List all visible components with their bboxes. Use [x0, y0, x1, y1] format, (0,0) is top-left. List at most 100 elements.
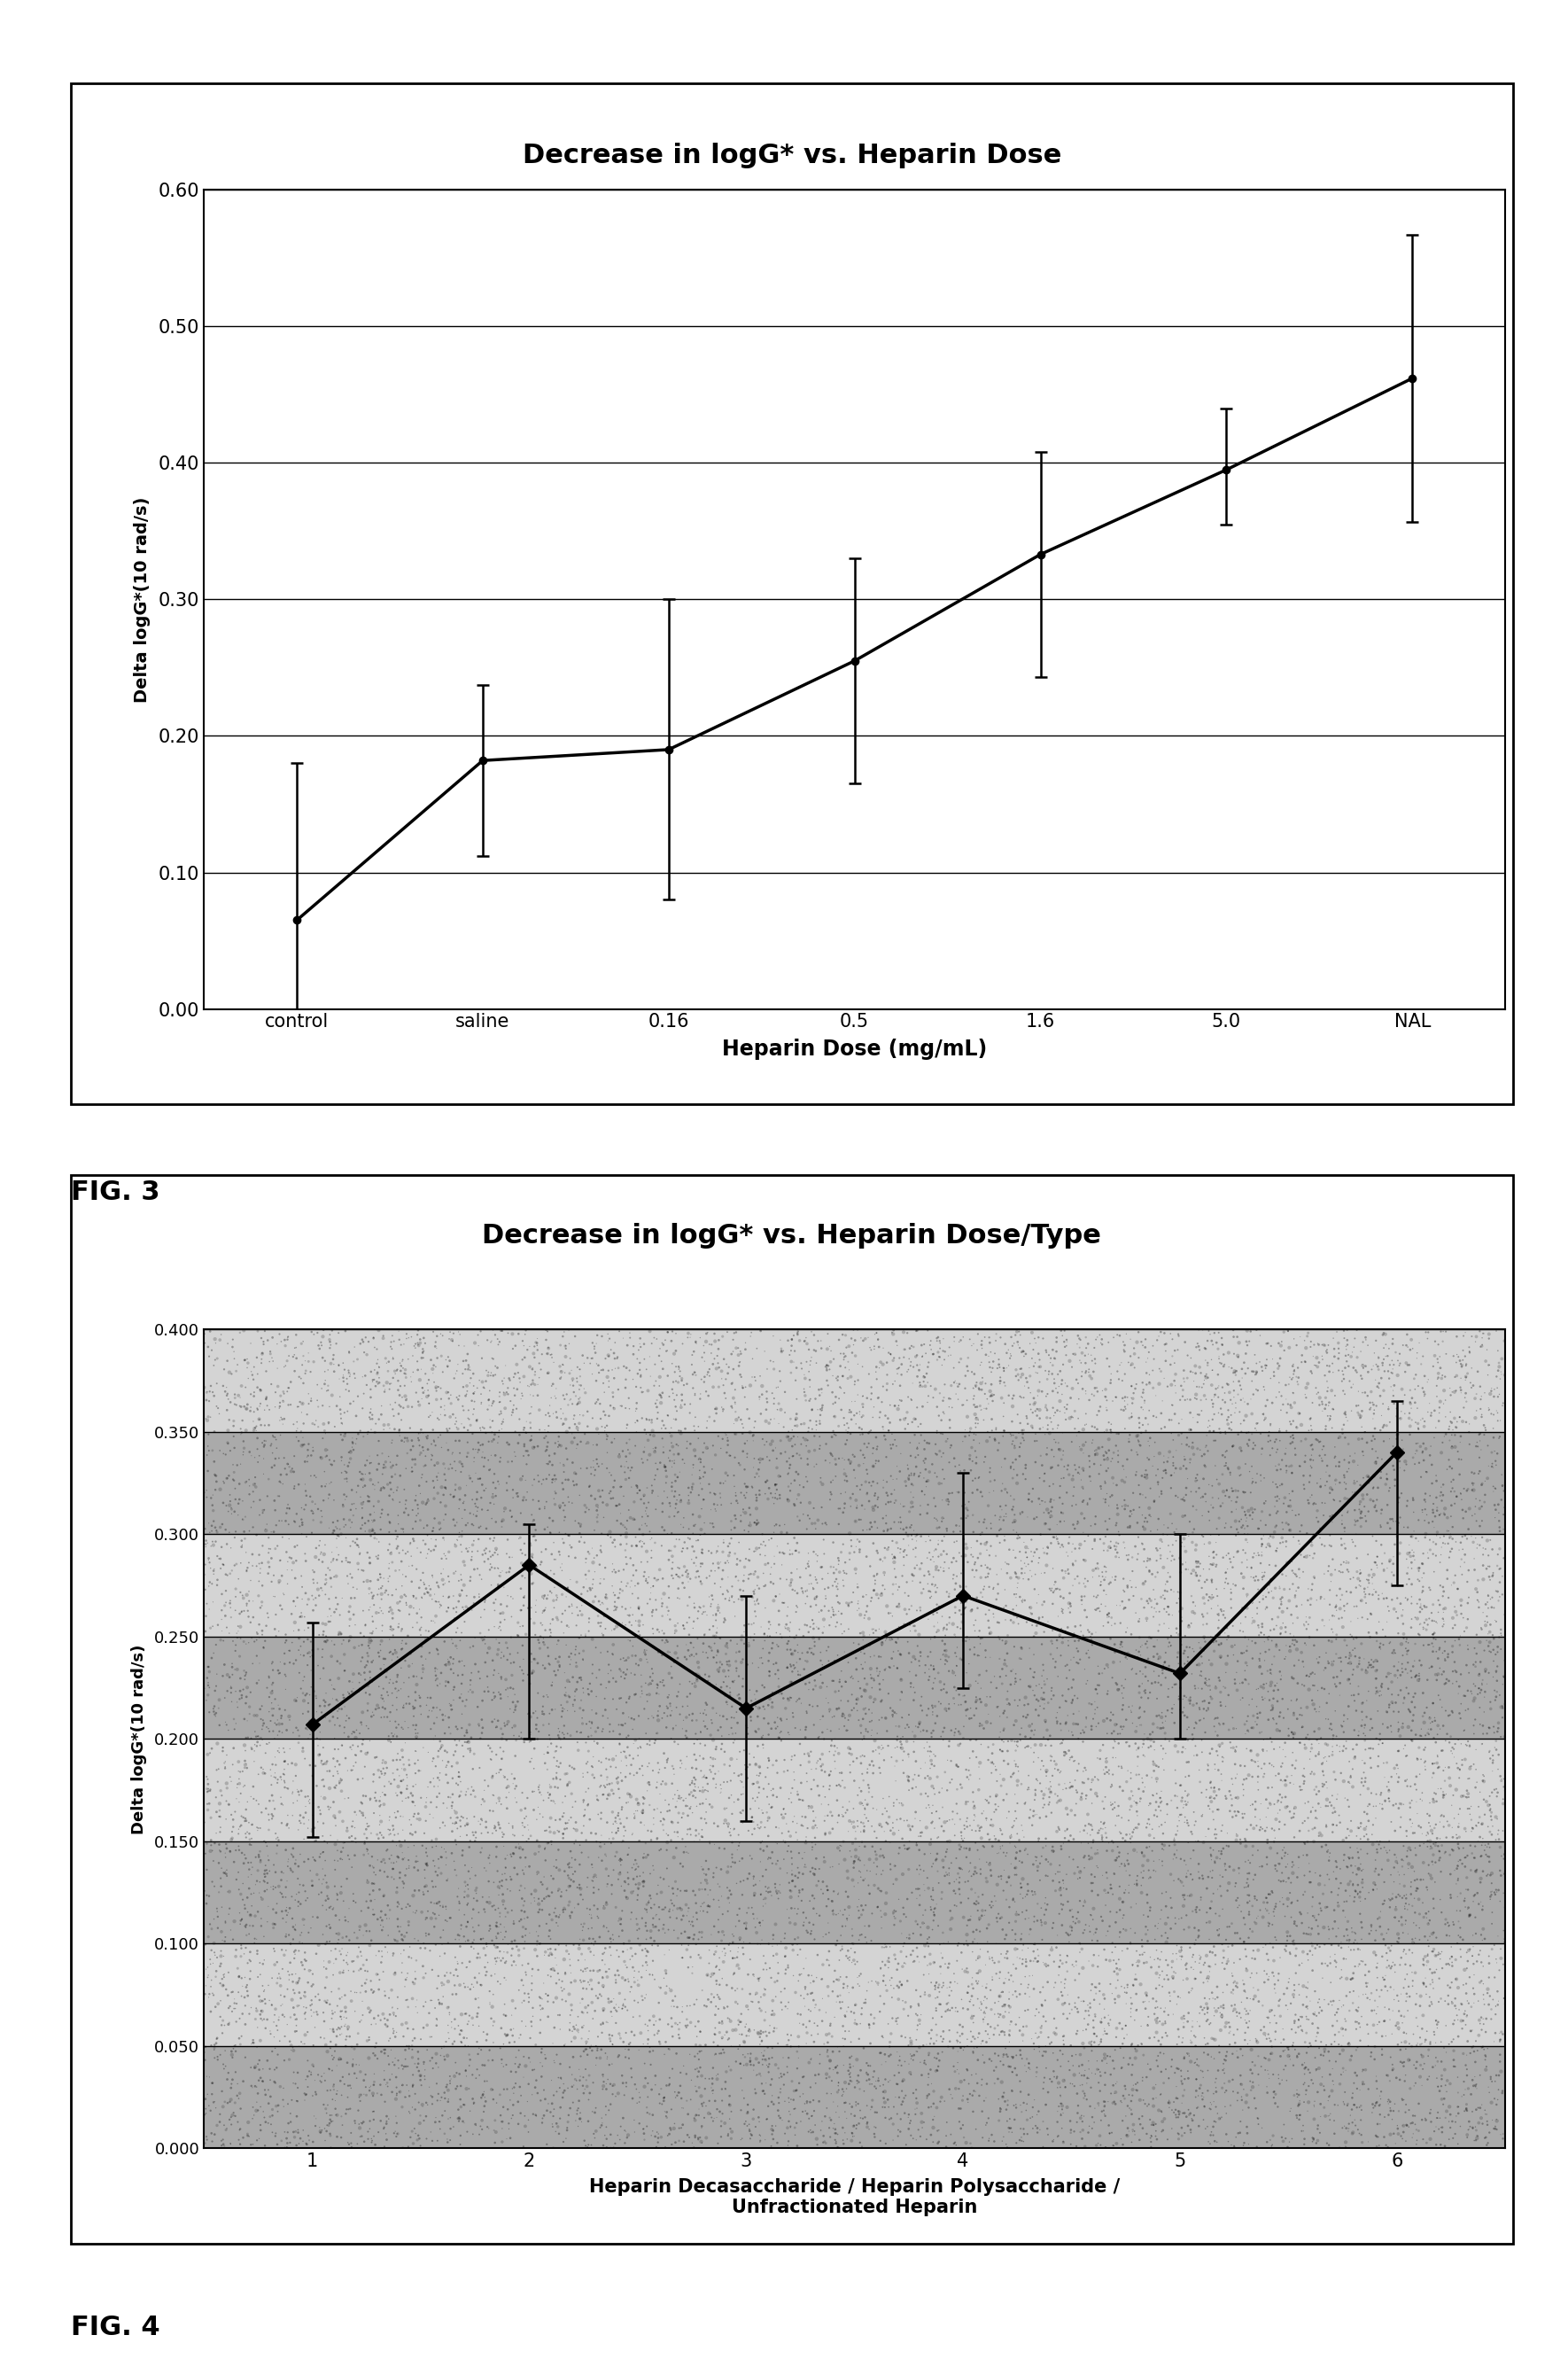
Point	[263, 2063, 289, 2101]
Point	[674, 1833, 699, 1871]
Point	[1294, 1728, 1319, 1766]
Point	[441, 1975, 466, 2013]
Point	[809, 1785, 834, 1823]
Point	[538, 1605, 563, 1643]
Point	[900, 1913, 925, 1951]
Point	[1099, 1823, 1124, 1861]
Point	[227, 1894, 252, 1932]
Point	[627, 1856, 652, 1894]
Point	[1195, 1963, 1220, 2001]
Point	[583, 1814, 608, 1852]
Point	[952, 2118, 977, 2156]
Point	[1171, 1633, 1196, 1671]
Point	[602, 1325, 627, 1363]
Point	[1439, 1693, 1465, 1731]
Point	[575, 1754, 601, 1792]
Point	[525, 1320, 550, 1358]
Point	[1156, 1961, 1181, 1999]
Point	[1091, 1871, 1116, 1909]
Point	[715, 1987, 740, 2025]
Point	[1276, 2027, 1301, 2065]
Point	[1189, 1878, 1214, 1916]
Point	[419, 1569, 444, 1607]
Point	[905, 1389, 930, 1427]
Point	[364, 1937, 389, 1975]
Point	[886, 1880, 911, 1918]
Point	[895, 2027, 920, 2065]
Point	[580, 1645, 605, 1683]
Point	[564, 1648, 590, 1686]
Point	[1123, 1956, 1148, 1994]
Point	[1465, 1529, 1490, 1567]
Point	[928, 2082, 953, 2120]
Point	[649, 2084, 674, 2122]
Point	[1049, 2091, 1074, 2129]
Point	[1033, 2087, 1058, 2125]
Point	[629, 1441, 654, 1479]
Point	[1167, 1538, 1192, 1576]
Point	[731, 1370, 756, 1408]
Point	[337, 1593, 362, 1631]
Point	[1032, 1583, 1057, 1621]
Point	[282, 1337, 307, 1375]
Point	[949, 1849, 974, 1887]
Point	[1265, 1344, 1290, 1382]
Point	[1463, 1496, 1488, 1534]
Point	[1416, 1814, 1441, 1852]
Point	[502, 1904, 527, 1942]
Point	[358, 1721, 383, 1759]
Point	[428, 1837, 453, 1875]
Point	[1374, 1925, 1399, 1963]
Point	[285, 1773, 310, 1811]
Point	[927, 1925, 952, 1963]
Point	[1330, 1363, 1355, 1401]
Point	[202, 1671, 227, 1709]
Point	[358, 1659, 383, 1697]
Point	[342, 1792, 367, 1830]
Point	[312, 2020, 337, 2058]
Point	[742, 1621, 767, 1659]
Point	[1054, 1683, 1079, 1721]
Point	[701, 2101, 726, 2139]
Point	[1305, 1339, 1330, 1377]
Point	[416, 1531, 441, 1569]
Point	[268, 1455, 293, 1493]
Point	[1013, 1719, 1038, 1757]
Point	[1427, 1543, 1452, 1581]
Point	[596, 1517, 621, 1555]
Point	[964, 1883, 989, 1921]
Point	[282, 1467, 307, 1505]
Point	[808, 1640, 833, 1678]
Point	[1432, 2080, 1457, 2118]
Point	[804, 1446, 829, 1484]
Point	[1051, 1944, 1076, 1982]
Point	[966, 1460, 991, 1498]
Point	[256, 1726, 281, 1764]
Point	[724, 1545, 750, 1583]
Point	[734, 2094, 759, 2132]
Point	[1352, 1436, 1377, 1474]
Point	[706, 1329, 731, 1367]
Point	[1215, 2032, 1240, 2070]
Point	[448, 1676, 474, 1714]
Point	[224, 1861, 249, 1899]
Point	[920, 1669, 946, 1707]
Point	[903, 1448, 928, 1486]
Point	[378, 2020, 403, 2058]
Point	[492, 1909, 517, 1947]
Point	[373, 1339, 398, 1377]
Point	[196, 1956, 221, 1994]
Point	[1414, 1496, 1439, 1534]
Point	[1377, 1470, 1402, 1507]
Point	[1475, 1548, 1501, 1586]
Point	[905, 1997, 930, 2035]
Point	[1433, 1693, 1458, 1731]
Point	[453, 1864, 478, 1902]
Point	[416, 1847, 441, 1885]
Point	[425, 2122, 450, 2160]
Point	[771, 1840, 797, 1878]
Point	[691, 1799, 717, 1837]
Point	[342, 2054, 367, 2091]
Point	[583, 1659, 608, 1697]
Point	[1425, 1657, 1450, 1695]
